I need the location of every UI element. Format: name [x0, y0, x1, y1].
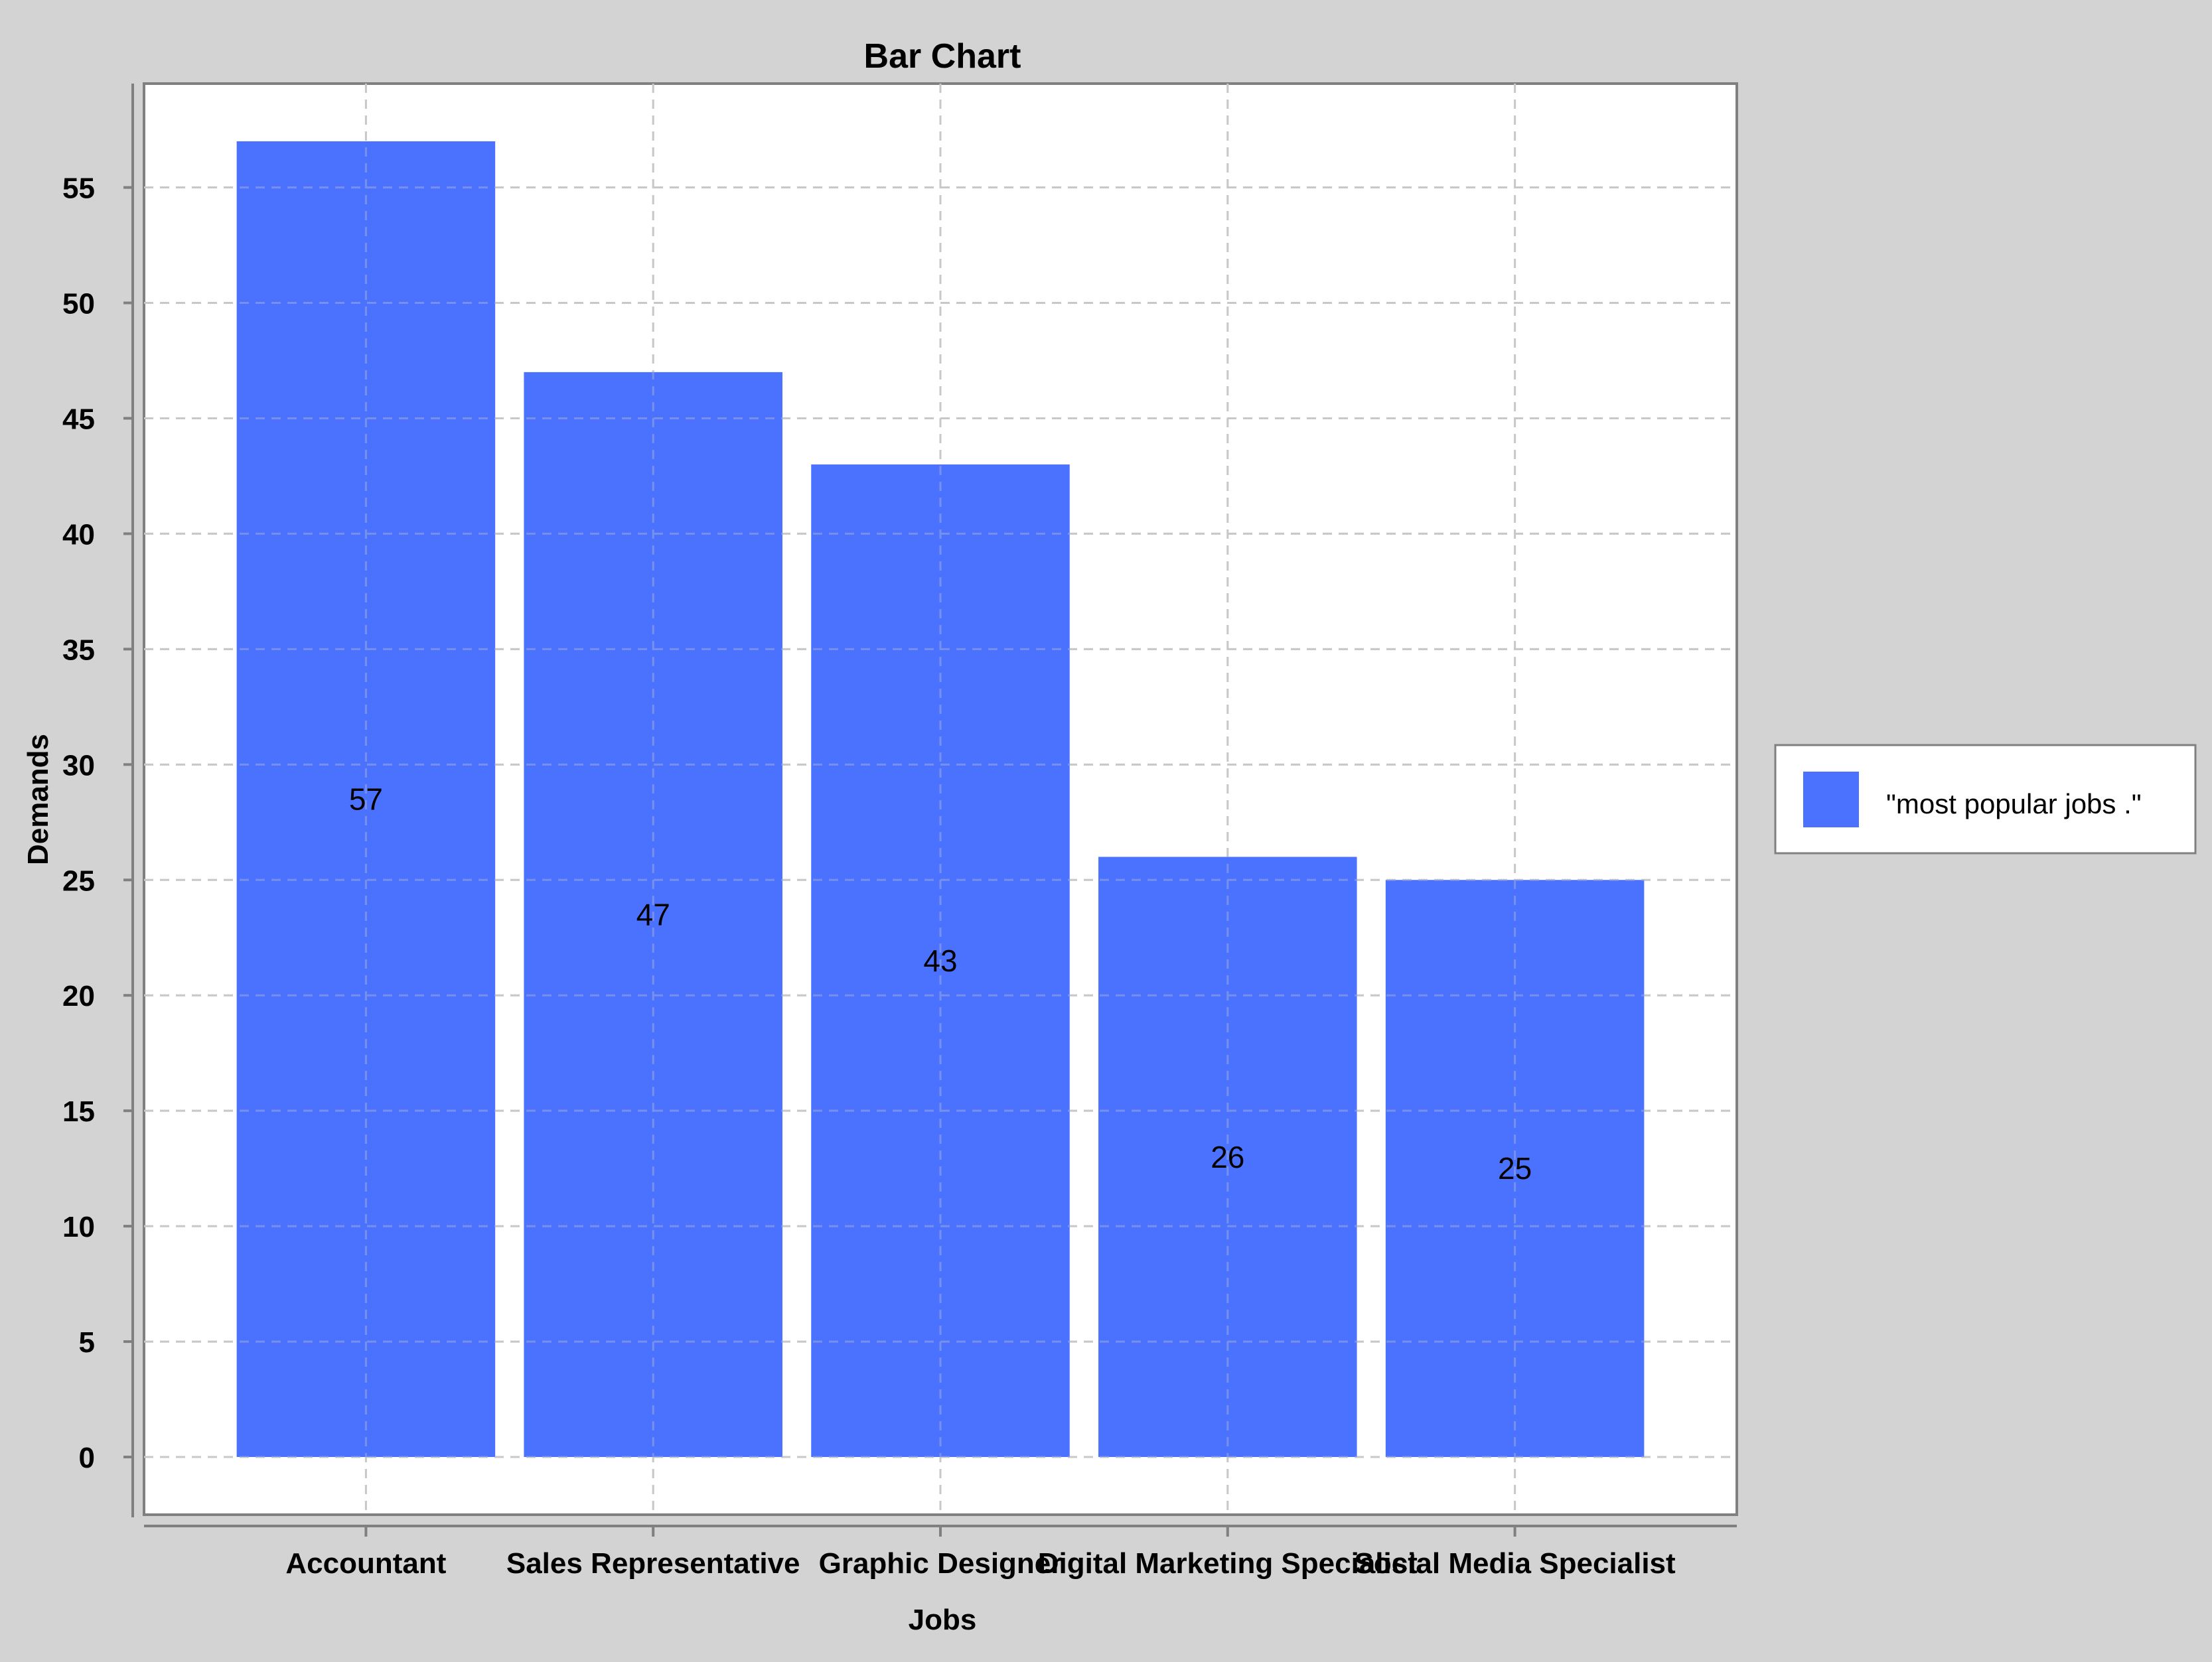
y-tick-label: 25 [62, 865, 95, 897]
legend: "most popular jobs ." [1774, 744, 2197, 855]
x-tick-label: Sales Representative [506, 1547, 800, 1580]
bar-value-label: 43 [923, 943, 957, 978]
y-axis-ticks: 0 5 10 15 20 25 30 35 40 45 50 55 [62, 173, 133, 1474]
y-tick-label: 40 [62, 518, 95, 551]
y-tick-label: 5 [79, 1326, 95, 1359]
y-tick-label: 55 [62, 173, 95, 205]
bar-value-label: 25 [1498, 1151, 1532, 1186]
bar-value-label: 26 [1211, 1140, 1244, 1174]
bar-value-label: 57 [349, 782, 383, 817]
x-tick-label: Digital Marketing Specialist [1038, 1547, 1418, 1580]
y-tick-label: 20 [62, 980, 95, 1012]
y-tick-label: 50 [62, 288, 95, 320]
grid-lines-overlay [144, 84, 1737, 1515]
y-tick-label: 10 [62, 1211, 95, 1243]
legend-swatch [1803, 772, 1859, 827]
x-axis-ticks: Accountant Sales Representative Graphic De… [285, 1526, 1676, 1580]
bar [1385, 880, 1645, 1458]
bars [236, 141, 1645, 1458]
data-labels: 57 47 43 26 25 [349, 782, 1532, 1186]
y-tick-label: 0 [79, 1442, 95, 1474]
x-tick-label: Social Media Specialist [1354, 1547, 1676, 1580]
chart-title: Bar Chart [864, 37, 1021, 76]
x-tick-label: Graphic Designer [819, 1547, 1063, 1580]
x-tick-label: Accountant [285, 1547, 446, 1580]
y-tick-label: 30 [62, 749, 95, 782]
bar [236, 141, 496, 1458]
legend-label: "most popular jobs ." [1886, 788, 2142, 819]
bar [811, 464, 1070, 1458]
y-tick-label: 35 [62, 634, 95, 666]
y-tick-label: 15 [62, 1095, 95, 1128]
x-axis-label: Jobs [909, 1604, 977, 1636]
bar [1098, 857, 1357, 1458]
y-tick-label: 45 [62, 403, 95, 435]
bar-value-label: 47 [636, 897, 670, 932]
bar [524, 372, 782, 1458]
y-axis-label: Demands [22, 734, 54, 865]
